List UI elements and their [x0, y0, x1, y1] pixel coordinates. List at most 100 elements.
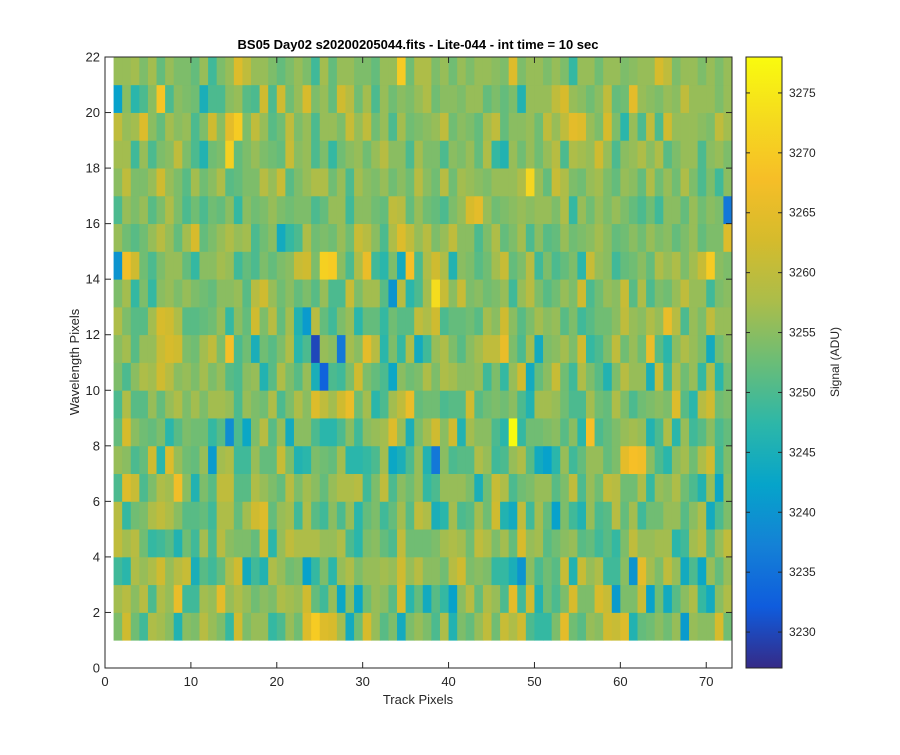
heatmap-cell — [336, 57, 346, 86]
heatmap-cell — [654, 334, 664, 363]
heatmap-cell — [165, 556, 175, 586]
heatmap-cell — [388, 112, 398, 141]
heatmap-cell — [439, 84, 449, 113]
heatmap-cell — [156, 501, 166, 530]
heatmap-cell — [285, 195, 295, 225]
heatmap-cell — [654, 140, 664, 169]
heatmap-cell — [534, 501, 544, 530]
heatmap-cell — [422, 362, 432, 391]
heatmap-cell — [534, 612, 544, 641]
heatmap-cell — [448, 473, 458, 502]
heatmap-cell — [311, 501, 321, 530]
heatmap-cell — [225, 334, 235, 363]
heatmap-cell — [723, 612, 733, 641]
heatmap-cell — [190, 362, 200, 391]
heatmap-cell — [122, 57, 132, 86]
heatmap-cell — [594, 362, 604, 391]
heatmap-cell — [620, 390, 630, 419]
heatmap-cell — [594, 584, 604, 613]
heatmap-cell — [302, 168, 312, 197]
heatmap-cell — [465, 584, 475, 613]
heatmap-cell — [680, 279, 690, 308]
heatmap-cell — [517, 362, 527, 391]
heatmap-cell — [251, 556, 260, 586]
heatmap-cell — [311, 473, 321, 502]
heatmap-cell — [156, 112, 166, 141]
heatmap-cell — [517, 473, 527, 502]
heatmap-cell — [319, 84, 329, 113]
heatmap-cell — [139, 445, 149, 474]
heatmap-cell — [251, 473, 260, 502]
heatmap-cell — [328, 279, 338, 308]
heatmap-cell — [465, 168, 475, 197]
heatmap-cell — [182, 195, 192, 225]
heatmap-cell — [482, 279, 492, 308]
heatmap-cell — [543, 584, 553, 613]
heatmap-cell — [130, 168, 140, 197]
heatmap-cell — [585, 279, 595, 308]
heatmap-cell — [465, 279, 475, 308]
heatmap-cell — [259, 473, 269, 502]
heatmap-cell — [628, 418, 638, 447]
heatmap-cell — [543, 306, 553, 336]
heatmap-cell — [285, 445, 295, 474]
heatmap-cell — [302, 556, 312, 586]
heatmap-cell — [560, 529, 570, 558]
heatmap-cell — [156, 334, 166, 363]
heatmap-cell — [534, 556, 544, 586]
heatmap-cell — [190, 140, 200, 169]
heatmap-cell — [482, 168, 492, 197]
heatmap-cell — [276, 57, 286, 86]
heatmap-cell — [525, 306, 535, 336]
heatmap-cell — [543, 84, 553, 113]
heatmap-cell — [560, 168, 570, 197]
heatmap-cell — [611, 584, 621, 613]
heatmap-cell — [525, 473, 535, 502]
heatmap-cell — [354, 251, 364, 280]
heatmap-cell — [551, 445, 561, 474]
heatmap-cell — [233, 584, 243, 613]
heatmap-cell — [328, 362, 338, 391]
heatmap-cell — [517, 556, 527, 586]
heatmap-cell — [311, 84, 321, 113]
heatmap-cell — [208, 390, 218, 419]
heatmap-cell — [431, 612, 441, 641]
heatmap-cell — [543, 57, 553, 86]
heatmap-cell — [457, 362, 467, 391]
heatmap-cell — [482, 140, 492, 169]
heatmap-cell — [577, 279, 587, 308]
heatmap-cell — [457, 279, 467, 308]
heatmap-cell — [543, 251, 553, 280]
heatmap-cell — [242, 306, 252, 336]
heatmap-cell — [242, 223, 252, 252]
heatmap-cell — [302, 195, 312, 225]
heatmap-cell — [697, 584, 707, 613]
heatmap-cell — [208, 334, 218, 363]
heatmap-cell — [646, 279, 656, 308]
heatmap-cell — [611, 612, 621, 641]
heatmap-cell — [448, 529, 458, 558]
heatmap-cell — [190, 279, 200, 308]
heatmap-cell — [465, 612, 475, 641]
heatmap-cell — [525, 612, 535, 641]
heatmap-cell — [585, 112, 595, 141]
heatmap-cell — [371, 445, 381, 474]
heatmap-cell — [439, 223, 449, 252]
heatmap-cell — [302, 418, 312, 447]
heatmap-cell — [491, 612, 501, 641]
heatmap-cell — [173, 445, 183, 474]
heatmap-cell — [508, 390, 518, 419]
heatmap-cell — [268, 501, 278, 530]
heatmap-cell — [517, 112, 527, 141]
heatmap-cell — [388, 418, 398, 447]
heatmap-cell — [302, 445, 312, 474]
heatmap-cell — [311, 140, 321, 169]
heatmap-cell — [208, 306, 218, 336]
heatmap-cell — [173, 84, 183, 113]
heatmap-cell — [414, 251, 424, 280]
heatmap-cell — [680, 473, 690, 502]
heatmap-cell — [577, 612, 587, 641]
heatmap-cell — [448, 556, 458, 586]
heatmap-cell — [156, 390, 166, 419]
